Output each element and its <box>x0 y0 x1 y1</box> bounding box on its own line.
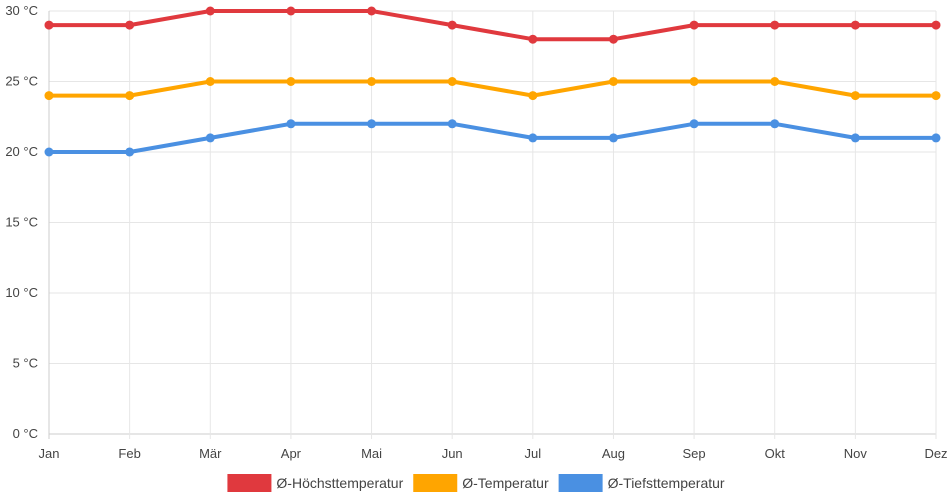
data-point[interactable] <box>286 6 296 16</box>
data-point[interactable] <box>125 20 135 30</box>
data-point[interactable] <box>850 91 860 101</box>
legend-swatch <box>558 474 603 492</box>
data-point[interactable] <box>770 119 780 129</box>
series-1 <box>44 6 941 44</box>
x-tick-label: Apr <box>281 446 302 461</box>
x-axis-ticks: Jan Feb Mär Apr Mai Jun Jul Aug Sep Okt Nov Dez <box>39 446 948 461</box>
y-tick-label: 30 °C <box>5 3 38 18</box>
y-tick-label: 10 °C <box>5 285 38 300</box>
y-tick-label: 15 °C <box>5 215 38 230</box>
series-3 <box>44 119 941 157</box>
y-tick-label: 5 °C <box>13 356 38 371</box>
data-point[interactable] <box>850 133 860 143</box>
data-point[interactable] <box>447 77 457 86</box>
data-point[interactable] <box>286 119 296 129</box>
data-point[interactable] <box>205 133 215 143</box>
data-point[interactable] <box>205 6 215 16</box>
x-tick-label: Aug <box>602 446 625 461</box>
x-tick-label: Okt <box>765 446 786 461</box>
legend-label: Ø-Temperatur <box>462 475 549 491</box>
data-point[interactable] <box>528 91 538 101</box>
data-point[interactable] <box>44 91 54 101</box>
legend-item[interactable]: Ø-Höchsttemperatur <box>227 474 404 492</box>
legend-item[interactable]: Ø-Tiefsttemperatur <box>558 474 725 492</box>
series-line <box>47 9 938 42</box>
legend-label: Ø-Tiefsttemperatur <box>608 475 725 491</box>
y-tick-label: 25 °C <box>5 74 38 89</box>
data-point[interactable] <box>689 77 699 86</box>
series-lines <box>44 6 941 157</box>
x-tick-label: Sep <box>683 446 706 461</box>
legend-swatch <box>227 474 272 492</box>
data-point[interactable] <box>931 20 941 30</box>
x-tick-label: Jan <box>39 446 60 461</box>
y-tick-label: 20 °C <box>5 144 38 159</box>
x-tick-label: Mai <box>361 446 382 461</box>
data-point[interactable] <box>205 77 215 86</box>
legend-label: Ø-Höchsttemperatur <box>276 475 403 491</box>
data-point[interactable] <box>528 34 538 44</box>
x-tick-label: Nov <box>844 446 868 461</box>
data-point[interactable] <box>608 34 618 44</box>
data-point[interactable] <box>528 133 538 143</box>
x-tick-label: Feb <box>118 446 140 461</box>
legend-swatch <box>413 474 458 492</box>
x-tick-label: Dez <box>924 446 947 461</box>
data-point[interactable] <box>931 133 941 143</box>
data-point[interactable] <box>367 119 377 129</box>
data-point[interactable] <box>125 91 135 101</box>
y-axis-ticks: 0 °C 5 °C 10 °C 15 °C 20 °C 25 °C 30 °C <box>5 3 38 441</box>
data-point[interactable] <box>689 20 699 30</box>
data-point[interactable] <box>931 91 941 101</box>
data-point[interactable] <box>770 20 780 30</box>
data-point[interactable] <box>447 20 457 30</box>
y-tick-label: 0 °C <box>13 426 38 441</box>
data-point[interactable] <box>44 147 54 157</box>
grid-lines <box>48 10 937 439</box>
data-point[interactable] <box>367 77 377 86</box>
series-line <box>47 121 938 154</box>
series-2 <box>44 77 941 101</box>
x-tick-label: Jun <box>442 446 463 461</box>
x-tick-label: Jul <box>525 446 542 461</box>
data-point[interactable] <box>608 77 618 86</box>
data-point[interactable] <box>367 6 377 16</box>
series-line <box>47 79 938 98</box>
data-point[interactable] <box>44 20 54 30</box>
data-point[interactable] <box>447 119 457 129</box>
data-point[interactable] <box>770 77 780 86</box>
data-point[interactable] <box>850 20 860 30</box>
legend: Ø-Höchsttemperatur Ø-Temperatur Ø-Tiefstte… <box>227 474 725 492</box>
data-point[interactable] <box>286 77 296 86</box>
x-tick-label: Mär <box>199 446 222 461</box>
data-point[interactable] <box>608 133 618 143</box>
data-point[interactable] <box>125 147 135 157</box>
legend-item[interactable]: Ø-Temperatur <box>413 474 549 492</box>
data-point[interactable] <box>689 119 699 129</box>
